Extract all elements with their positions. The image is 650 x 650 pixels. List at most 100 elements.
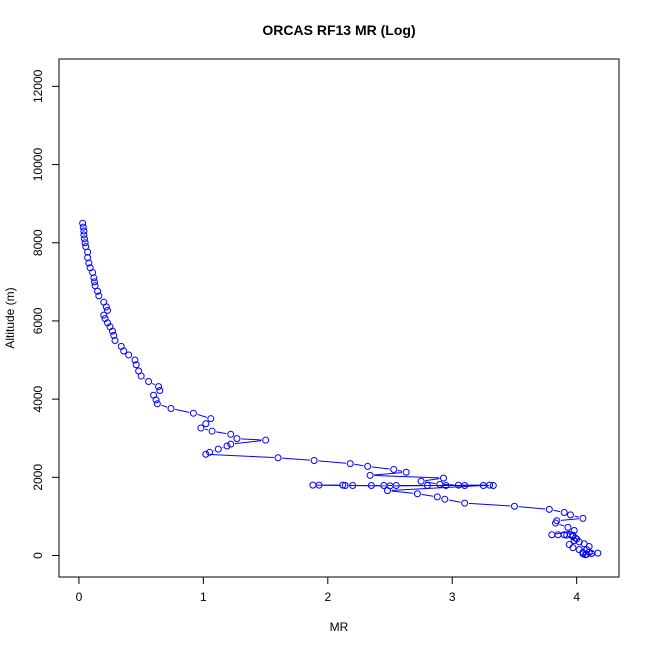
data-point <box>208 427 216 435</box>
series-line-segment <box>241 438 262 441</box>
data-point <box>581 551 589 559</box>
data-point <box>433 493 441 501</box>
data-point <box>207 415 215 423</box>
data-point <box>442 482 450 490</box>
y-tick-label: 8000 <box>31 229 45 256</box>
series-line-segment <box>210 453 274 459</box>
data-point <box>560 508 568 516</box>
data-point <box>223 442 231 450</box>
data-point <box>339 481 347 489</box>
data-point <box>366 471 374 479</box>
data-point <box>80 231 88 239</box>
data-point <box>156 387 164 395</box>
data-point <box>111 336 119 344</box>
data-point <box>145 378 153 386</box>
data-point <box>132 361 140 369</box>
series-line-segment <box>371 466 390 470</box>
series-group <box>79 219 602 559</box>
data-point <box>125 351 133 359</box>
data-point <box>413 490 421 498</box>
data-point <box>274 454 282 462</box>
data-point <box>564 523 572 531</box>
data-point <box>189 409 197 417</box>
data-point <box>384 487 392 495</box>
data-point <box>579 514 587 522</box>
y-tick-label: 10000 <box>31 148 45 182</box>
y-tick-label: 6000 <box>31 307 45 334</box>
data-point <box>153 400 161 408</box>
data-point <box>309 481 317 489</box>
data-point <box>109 327 117 335</box>
data-point <box>423 482 431 490</box>
y-tick-label: 0 <box>31 552 45 559</box>
data-point <box>417 477 425 485</box>
data-point <box>436 480 444 488</box>
chart-title: ORCAS RF13 MR (Log) <box>262 22 415 38</box>
x-tick-label: 2 <box>324 590 331 604</box>
x-tick-label: 0 <box>76 590 83 604</box>
y-tick-label: 12000 <box>31 69 45 103</box>
data-point <box>390 465 398 473</box>
series-line-segment <box>374 475 440 479</box>
data-point <box>441 495 449 503</box>
y-axis-label: Altitude (m) <box>3 287 17 348</box>
data-point <box>79 223 87 231</box>
data-point <box>202 420 210 428</box>
series-line-segment <box>282 457 310 461</box>
data-point <box>569 531 577 539</box>
data-point <box>197 424 205 432</box>
data-point <box>349 482 357 490</box>
data-point <box>102 303 110 311</box>
series-line-segment <box>152 382 156 386</box>
data-point <box>120 347 128 355</box>
data-point <box>94 287 102 295</box>
y-tick-label: 2000 <box>31 464 45 491</box>
series-line-segment <box>468 502 511 507</box>
data-point <box>104 306 112 314</box>
x-axis-label: MR <box>330 620 349 634</box>
series-line-segment <box>518 506 546 510</box>
data-point <box>341 482 349 490</box>
data-point <box>206 448 214 456</box>
series-line-segment <box>559 523 565 527</box>
data-point <box>214 445 222 453</box>
data-point <box>152 396 160 404</box>
data-point <box>167 405 175 413</box>
data-point <box>90 278 98 286</box>
data-point <box>489 482 497 490</box>
data-point <box>91 282 99 290</box>
series-line-segment <box>204 428 209 431</box>
data-point <box>310 456 318 464</box>
series-line-segment <box>318 460 347 464</box>
x-axis: 0 1 2 3 4 <box>76 577 580 604</box>
data-point <box>548 531 556 539</box>
data-point <box>202 450 210 458</box>
data-point <box>81 235 89 243</box>
data-point <box>100 311 108 319</box>
data-point <box>594 549 602 557</box>
data-point <box>131 356 139 364</box>
data-point <box>510 502 518 510</box>
series-line-segment <box>161 404 168 408</box>
data-point <box>569 544 577 552</box>
data-point <box>84 248 92 256</box>
y-axis: 0 2000 4000 6000 8000 10000 12000 <box>31 69 59 559</box>
series-line-segment <box>448 499 461 503</box>
data-point <box>227 430 235 438</box>
series-line-segment <box>197 413 207 418</box>
data-point <box>461 499 469 507</box>
data-point <box>554 531 562 539</box>
series-line-segment <box>555 530 571 535</box>
x-tick-label: 1 <box>200 590 207 604</box>
x-tick-label: 4 <box>573 590 580 604</box>
data-point <box>137 372 145 380</box>
data-point <box>79 219 87 227</box>
data-point <box>367 482 375 490</box>
series-line-segment <box>397 469 403 472</box>
data-point <box>486 481 494 489</box>
plot-frame <box>58 58 620 578</box>
series-line-segment <box>574 515 580 518</box>
data-point <box>440 474 448 482</box>
data-point <box>364 462 372 470</box>
